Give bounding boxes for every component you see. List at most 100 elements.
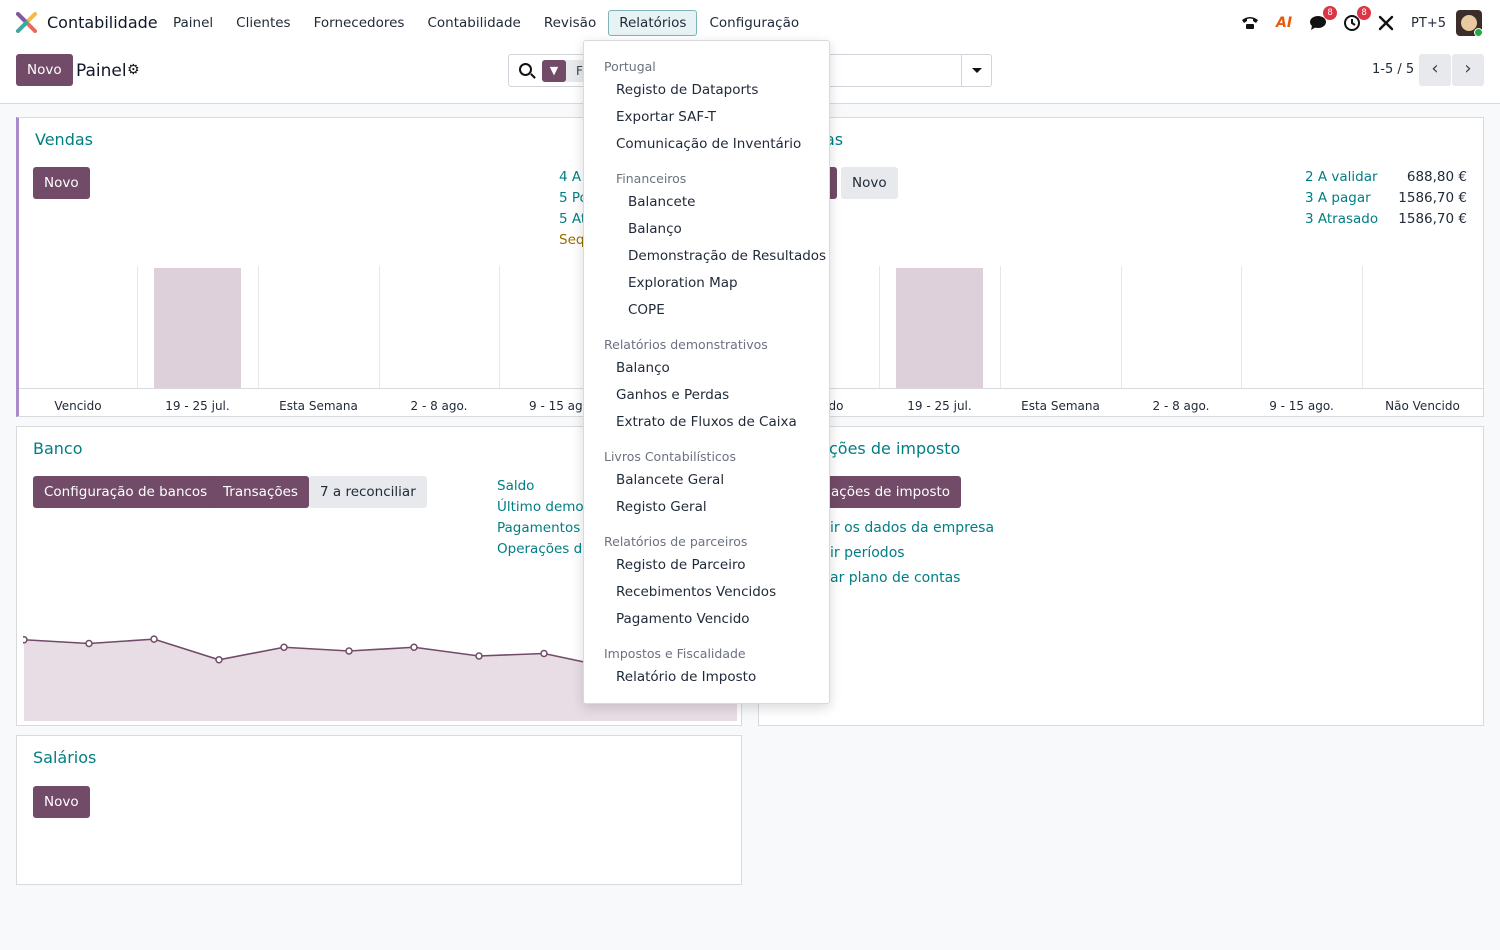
chart-point[interactable] [540,649,548,658]
dropdown-menu-item[interactable]: Recebimentos Vencidos [616,584,777,600]
menu-contabilidade[interactable]: Contabilidade [427,15,521,31]
search-icon [519,63,532,76]
chart-point[interactable] [410,643,418,651]
dropdown-menu-item[interactable]: Relatório de Imposto [616,669,757,685]
dropdown-menu-item[interactable]: Balanço [628,221,682,237]
dropdown-menu-item[interactable]: Balanço [616,360,670,376]
dropdown-menu-item[interactable]: Registo Geral [616,499,707,515]
new-journal-button[interactable]: Novo [16,54,73,86]
chart-bar[interactable] [896,268,983,388]
bank-payments-link[interactable]: Pagamentos [497,520,581,536]
dropdown-menu-item[interactable]: Registo de Parceiro [616,557,746,573]
bank-misc-operations-link[interactable]: Operações div [497,541,594,557]
gear-icon[interactable]: ⚙ [127,62,140,78]
dropdown-section-header: Relatórios demonstrativos [604,337,768,352]
vendas-stat-link[interactable]: 4 A [559,169,582,185]
dropdown-menu-item[interactable]: Balancete Geral [616,472,725,488]
compras-stat-link[interactable]: 2 A validar [1305,169,1378,185]
ai-icon[interactable]: AI [1273,12,1295,34]
menu-relatorios[interactable]: Relatórios [608,10,698,36]
reconcile-button[interactable]: 7 a reconciliar [309,476,427,508]
bank-last-statement-link[interactable]: Último demon [497,499,593,515]
chart-point[interactable] [150,635,158,643]
compras-stat-link[interactable]: 3 A pagar [1305,190,1371,206]
chart-point[interactable] [280,643,288,651]
menu-painel[interactable]: Painel [173,15,214,31]
ai-label: AI [1276,15,1293,31]
chat-icon[interactable]: 8 [1307,6,1338,34]
journal-title[interactable]: Banco [33,439,83,458]
dropdown-section-header: Livros Contabilísticos [604,449,736,464]
top-navbar: Contabilidade Painel Clientes Fornecedor… [0,0,1500,46]
pager-next-button[interactable]: › [1452,54,1484,86]
transactions-button[interactable]: Transações [212,476,309,508]
compras-new-button[interactable]: Novo [841,167,898,199]
menu-configuracao[interactable]: Configuração [709,15,800,31]
dropdown-section-header: Financeiros [616,171,687,186]
chart-point[interactable] [85,639,93,648]
chart-x-label: 19 - 25 jul. [165,399,230,413]
chart-point[interactable] [215,656,223,664]
search-options-toggle[interactable] [961,55,991,86]
pager-value[interactable]: 1-5 / 5 [1372,62,1415,77]
chart-x-label: 9 - 15 ago [529,399,590,413]
dropdown-menu-item[interactable]: Comunicação de Inventário [616,136,802,152]
menu-clientes[interactable]: Clientes [236,15,291,31]
dropdown-menu-item[interactable]: Extrato de Fluxos de Caixa [616,414,797,430]
chart-x-label: Vencido [54,399,102,413]
facet-text: F [576,64,583,78]
chart-x-label: Esta Semana [1021,399,1100,413]
periods-link[interactable]: ir períodos [830,545,905,561]
messages-badge: 8 [1323,6,1338,20]
reports-dropdown-menu: Portugal Registo de Dataports Exportar SAF… [583,40,830,704]
chart-x-label: 9 - 15 ago. [1269,399,1334,413]
dropdown-menu-item[interactable]: Balancete [628,194,696,210]
chart-point[interactable] [345,647,353,655]
chart-of-accounts-link[interactable]: ar plano de contas [830,570,961,586]
dropdown-menu-item[interactable]: Registo de Dataports [616,82,759,98]
user-avatar[interactable] [1456,10,1482,36]
dropdown-menu-item[interactable]: Ganhos e Perdas [616,387,730,403]
vendas-new-button[interactable]: Novo [33,167,90,199]
dropdown-menu-item[interactable]: COPE [628,302,665,318]
page-title: Painel [76,61,127,81]
bank-balance-link[interactable]: Saldo [497,478,535,494]
chart-bar[interactable] [154,268,241,388]
phone-icon[interactable] [1239,12,1261,34]
activity-clock-icon[interactable]: 8 [1341,6,1372,34]
chart-x-label: 2 - 8 ago. [1152,399,1210,413]
menu-revisao[interactable]: Revisão [543,15,597,31]
chart-point[interactable] [475,652,483,660]
dropdown-menu-item[interactable]: Demonstração de Resultados [628,248,827,264]
compras-stat-amount: 1586,70 € [1398,190,1467,206]
vendas-stat-link[interactable]: 5 Po [559,190,588,206]
menu-fornecedores[interactable]: Fornecedores [313,15,405,31]
dropdown-section-header: Impostos e Fiscalidade [604,646,746,661]
dropdown-menu-item[interactable]: Pagamento Vencido [616,611,750,627]
dropdown-menu-item[interactable]: Exploration Map [628,275,738,291]
dropdown-section-header: Relatórios de parceiros [604,534,748,549]
tax-returns-button[interactable]: ações de imposto [821,476,962,508]
systray: AI 8 8 PT+5 [1233,0,1500,46]
bank-config-button[interactable]: Configuração de bancos [33,476,219,508]
compras-stat-link[interactable]: 3 Atrasado [1305,211,1379,227]
vendas-stat-link[interactable]: 5 At [559,211,587,227]
salarios-new-button[interactable]: Novo [33,786,90,818]
chart-point[interactable] [23,636,28,644]
chart-x-label: Esta Semana [279,399,358,413]
company-data-link[interactable]: ir os dados da empresa [830,520,995,536]
dropdown-menu-item[interactable]: Exportar SAF-T [616,109,717,125]
vendas-sequence-link[interactable]: Seq [559,232,585,248]
filter-icon: ▼ [542,60,566,82]
tools-icon[interactable] [1375,12,1397,34]
journal-title[interactable]: Vendas [35,130,93,149]
chart-area [24,639,737,721]
tax-card-title[interactable]: ções de imposto [829,439,961,458]
pager-previous-button[interactable]: ‹ [1419,54,1451,86]
company-switcher[interactable]: PT+5 [1411,15,1446,31]
journal-title[interactable]: Salários [33,748,97,767]
app-name[interactable]: Contabilidade [47,13,158,32]
dropdown-section-header: Portugal [604,59,656,74]
accounting-app-icon[interactable] [16,12,37,33]
activity-badge: 8 [1357,6,1372,20]
